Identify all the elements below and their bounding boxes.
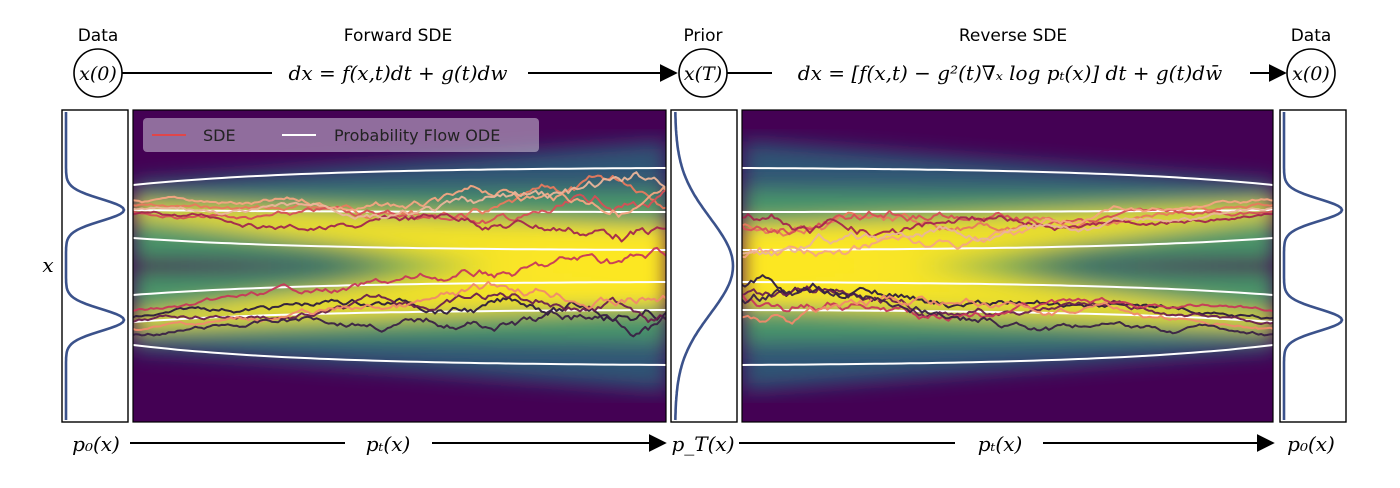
node-x0-left-text: x(0) [79,63,117,85]
node-x0-left: x(0) [73,48,123,98]
node-x0-right-text: x(0) [1292,63,1330,85]
reverse-equation: dx = [f(x,t) − g²(t)∇ₓ log pₜ(x)] dt + g… [798,61,1222,85]
node-xT-text: x(T) [684,63,722,85]
forward-sde-label: Forward SDE [344,26,452,46]
legend-ode-label: Probability Flow ODE [334,126,500,145]
reverse-heatmap [742,110,1273,422]
node-xT: x(T) [678,48,728,98]
bottom-pt-reverse: pₜ(x) [978,432,1023,456]
bottom-pt-forward: pₜ(x) [366,432,411,456]
legend: SDE Probability Flow ODE [143,118,539,152]
panel-p0-right [1279,109,1347,423]
panel-p0-left [61,109,129,423]
bottom-pT: p_T(x) [671,432,734,456]
panel-pT [670,109,738,423]
p0-left-curve [64,112,126,420]
reverse-ode-lines [742,167,1273,366]
forward-equation: dx = f(x,t)dt + g(t)dw [289,61,508,85]
data-left-label: Data [78,26,119,46]
bottom-p0-right: p₀(x) [1287,432,1335,456]
forward-heatmap [133,110,666,422]
legend-sde-label: SDE [203,126,236,145]
pT-curve [674,111,735,421]
bottom-p0-left: p₀(x) [72,432,120,456]
data-right-label: Data [1291,26,1332,46]
prior-label: Prior [683,26,722,46]
y-axis-label: x [42,253,53,277]
node-x0-right: x(0) [1286,48,1336,98]
forward-density-field [133,141,666,391]
forward-sde-paths [133,171,666,338]
p0-right-curve [1282,112,1344,420]
reverse-sde-label: Reverse SDE [959,26,1067,46]
reverse-sde-paths [742,198,1273,337]
